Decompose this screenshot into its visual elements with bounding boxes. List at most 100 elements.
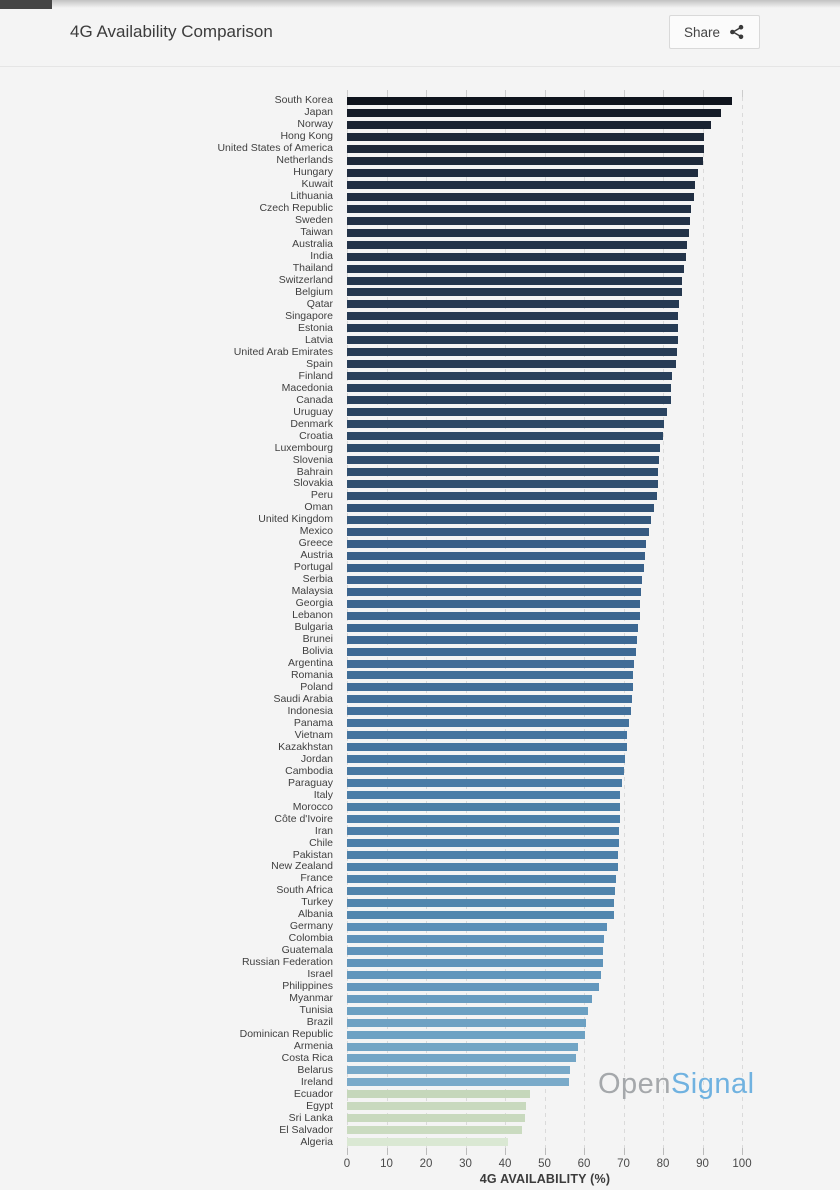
bar[interactable] — [347, 108, 722, 117]
category-label: United States of America — [217, 142, 333, 155]
bar[interactable] — [347, 408, 668, 417]
bar[interactable] — [347, 922, 607, 931]
bar[interactable] — [347, 479, 658, 488]
bar[interactable] — [347, 144, 704, 153]
bar-row: Portugal — [0, 562, 840, 574]
bar[interactable] — [347, 994, 593, 1003]
bar[interactable] — [347, 336, 678, 345]
bar[interactable] — [347, 767, 625, 776]
category-label: Poland — [300, 680, 333, 693]
bar[interactable] — [347, 228, 690, 237]
bar[interactable] — [347, 396, 671, 405]
bar[interactable] — [347, 1054, 577, 1063]
bar[interactable] — [347, 587, 642, 596]
bar[interactable] — [347, 731, 628, 740]
bar[interactable] — [347, 803, 620, 812]
bar-row: Japan — [0, 107, 840, 119]
bar[interactable] — [347, 156, 703, 165]
bar[interactable] — [347, 982, 599, 991]
bar[interactable] — [347, 1042, 579, 1051]
bar-row: Côte d'Ivoire — [0, 813, 840, 825]
bar[interactable] — [347, 384, 671, 393]
bar[interactable] — [347, 204, 691, 213]
bar[interactable] — [347, 755, 626, 764]
bar[interactable] — [347, 575, 643, 584]
bar[interactable] — [347, 934, 605, 943]
bar[interactable] — [347, 839, 619, 848]
bar[interactable] — [347, 791, 621, 800]
bar[interactable] — [347, 563, 645, 572]
bar[interactable] — [347, 862, 618, 871]
bar[interactable] — [347, 276, 683, 285]
bar[interactable] — [347, 240, 688, 249]
bar[interactable] — [347, 958, 603, 967]
bar[interactable] — [347, 420, 664, 429]
bar[interactable] — [347, 168, 698, 177]
bar[interactable] — [347, 491, 657, 500]
bar[interactable] — [347, 192, 695, 201]
bar[interactable] — [347, 886, 616, 895]
bar[interactable] — [347, 611, 640, 620]
bar[interactable] — [347, 683, 633, 692]
bar[interactable] — [347, 348, 677, 357]
bar[interactable] — [347, 970, 601, 979]
bar[interactable] — [347, 1114, 526, 1123]
bar[interactable] — [347, 827, 620, 836]
bar[interactable] — [347, 743, 628, 752]
bar[interactable] — [347, 264, 684, 273]
bar[interactable] — [347, 288, 682, 297]
axis-tick — [584, 90, 585, 97]
bar[interactable] — [347, 503, 655, 512]
bar[interactable] — [347, 623, 639, 632]
bar[interactable] — [347, 252, 686, 261]
bar[interactable] — [347, 1102, 526, 1111]
bar[interactable] — [347, 515, 652, 524]
bar[interactable] — [347, 539, 646, 548]
bar[interactable] — [347, 946, 604, 955]
bar[interactable] — [347, 132, 704, 141]
bar[interactable] — [347, 300, 679, 309]
bar[interactable] — [347, 695, 632, 704]
bar[interactable] — [347, 360, 677, 369]
bar[interactable] — [347, 898, 615, 907]
bar[interactable] — [347, 707, 631, 716]
bar[interactable] — [347, 1126, 522, 1135]
bar[interactable] — [347, 216, 690, 225]
bar[interactable] — [347, 1006, 589, 1015]
bar[interactable] — [347, 874, 616, 883]
bar[interactable] — [347, 779, 622, 788]
gridline — [544, 97, 546, 1148]
bar[interactable] — [347, 719, 630, 728]
bar[interactable] — [347, 815, 620, 824]
bar[interactable] — [347, 551, 645, 560]
bar[interactable] — [347, 599, 641, 608]
category-label: Serbia — [302, 573, 333, 586]
bar[interactable] — [347, 659, 635, 668]
bar[interactable] — [347, 324, 678, 333]
bar[interactable] — [347, 1066, 571, 1075]
bar[interactable] — [347, 851, 618, 860]
bar-row: Spain — [0, 358, 840, 370]
bar[interactable] — [347, 432, 663, 441]
bar[interactable] — [347, 120, 712, 129]
bar[interactable] — [347, 647, 637, 656]
bar[interactable] — [347, 372, 672, 381]
x-tick-label: 20 — [419, 1158, 433, 1170]
bar[interactable] — [347, 444, 661, 453]
bar[interactable] — [347, 1078, 569, 1087]
bar[interactable] — [347, 312, 679, 321]
bar[interactable] — [347, 1138, 509, 1147]
bar[interactable] — [347, 468, 659, 477]
bar[interactable] — [347, 1018, 586, 1027]
bar-row: Russian Federation — [0, 957, 840, 969]
bar[interactable] — [347, 635, 637, 644]
bar[interactable] — [347, 1030, 586, 1039]
bar[interactable] — [347, 910, 614, 919]
bar[interactable] — [347, 96, 733, 105]
bar[interactable] — [347, 527, 650, 536]
bar[interactable] — [347, 456, 660, 465]
bar[interactable] — [347, 671, 633, 680]
share-button[interactable]: Share — [668, 15, 760, 49]
bar[interactable] — [347, 180, 695, 189]
bar[interactable] — [347, 1090, 530, 1099]
